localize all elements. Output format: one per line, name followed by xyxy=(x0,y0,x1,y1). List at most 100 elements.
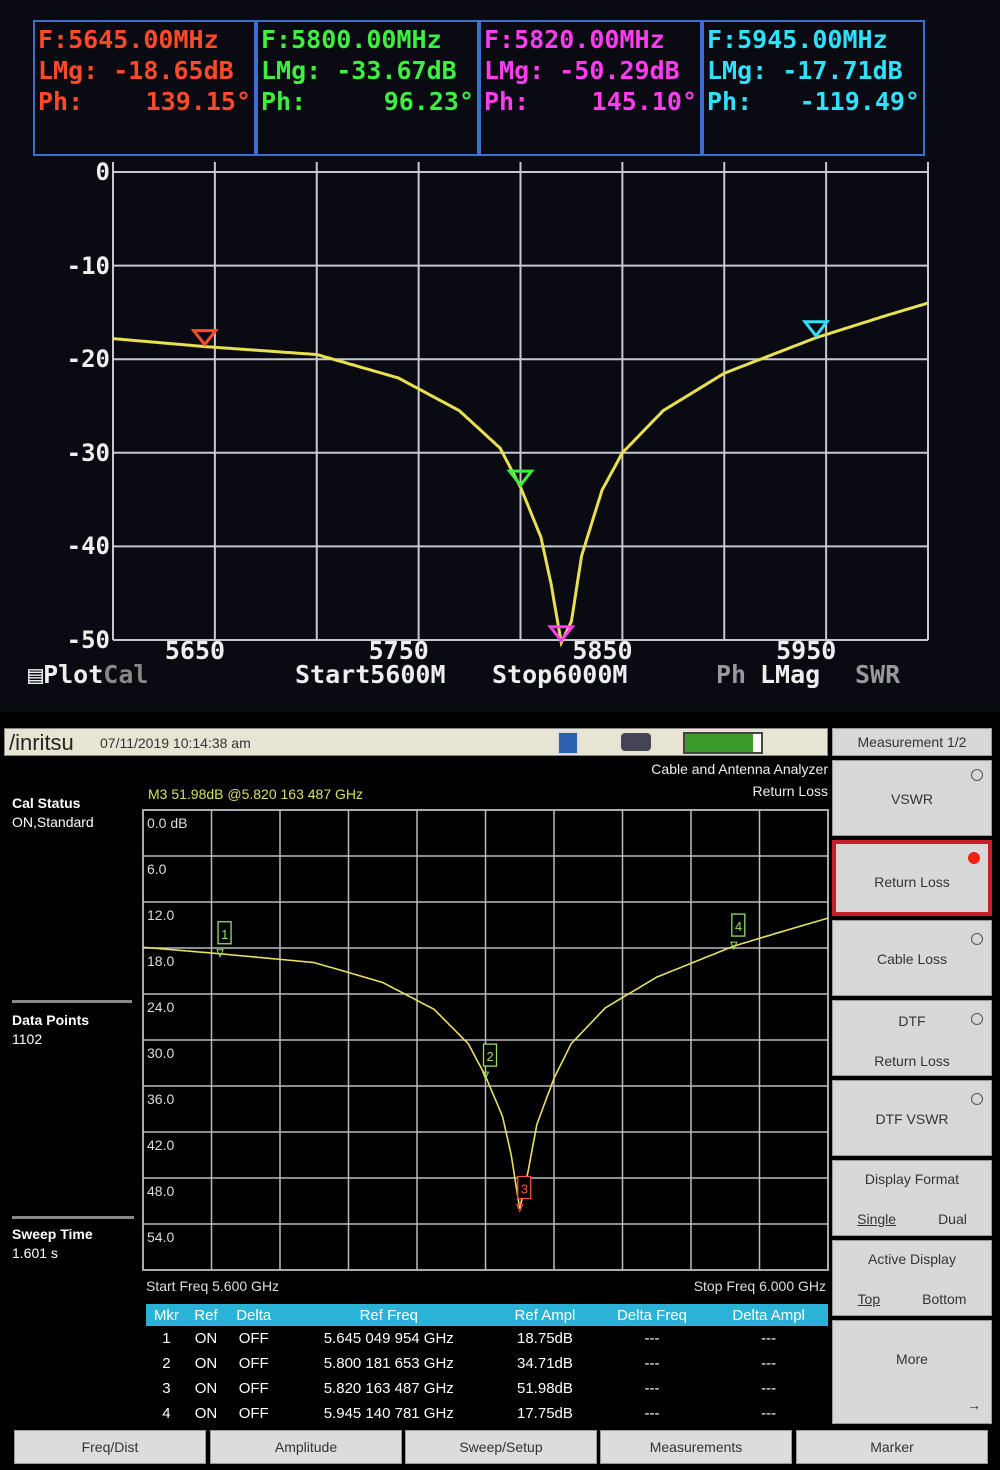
plot-menu[interactable]: ▤PlotCal xyxy=(28,660,149,689)
softkey-sweep-setup[interactable]: Sweep/Setup xyxy=(405,1430,597,1464)
softkey-measurements[interactable]: Measurements xyxy=(600,1430,792,1464)
dtf-vswr-button[interactable]: DTF VSWR xyxy=(832,1080,992,1156)
mode-label: Cable and Antenna Analyzer xyxy=(651,761,828,777)
top-option[interactable]: Top xyxy=(857,1291,881,1307)
return-loss-button[interactable]: Return Loss xyxy=(832,840,992,916)
table-cell: OFF xyxy=(238,1330,269,1347)
marker-readout-3: F:5820.00MHz LMg: -50.29dB Ph: 145.10° xyxy=(479,20,702,156)
radio-icon xyxy=(971,933,983,945)
x-tick-label: 5650 xyxy=(164,636,226,665)
marker-flag xyxy=(731,913,746,937)
table-cell: 5.800 181 653 GHz xyxy=(323,1355,454,1372)
data-points: Data Points 1102 xyxy=(12,1012,90,1047)
single-option[interactable]: Single xyxy=(857,1211,897,1227)
radio-icon xyxy=(971,1093,983,1105)
column-header: Mkr xyxy=(146,1304,187,1326)
format-ph[interactable]: Ph xyxy=(716,660,747,689)
table-cell: --- xyxy=(644,1330,660,1347)
y-tick-label: 18.0 xyxy=(147,953,174,969)
marker-icon xyxy=(730,941,738,951)
marker-flag xyxy=(517,1175,532,1200)
table-cell: 5.645 049 954 GHz xyxy=(323,1330,454,1347)
stop-freq-label: Stop Freq 6.000 GHz xyxy=(693,1278,826,1294)
start-freq-label: Start Freq 5.600 GHz xyxy=(146,1278,280,1294)
save-icon[interactable] xyxy=(557,731,579,755)
marker-table: Mkr Ref Delta Ref Freq Ref Ampl Delta Freq Del… xyxy=(146,1304,828,1426)
marker-number: 2 xyxy=(487,1049,494,1064)
softkey-amplitude[interactable]: Amplitude xyxy=(210,1430,402,1464)
table-cell: ON xyxy=(194,1380,218,1397)
marker-triangle-icon xyxy=(190,329,219,347)
table-cell: --- xyxy=(761,1355,777,1372)
marker-readout: M3 51.98dB @5.820 163 487 GHz xyxy=(148,786,364,802)
format-lmag[interactable]: LMag xyxy=(760,660,821,689)
y-tick-label: 12.0 xyxy=(147,907,174,923)
radio-icon xyxy=(971,769,983,781)
table-cell: ON xyxy=(194,1330,218,1347)
table-cell: --- xyxy=(761,1330,777,1347)
y-tick-label: -20 xyxy=(66,345,110,374)
softkey-freq-dist[interactable]: Freq/Dist xyxy=(14,1430,206,1464)
y-tick-label: -30 xyxy=(66,438,110,467)
marker-icon xyxy=(481,1071,490,1081)
table-cell: ON xyxy=(194,1355,218,1372)
trace-line xyxy=(142,917,829,1209)
marker-number: 4 xyxy=(735,919,742,934)
more-button[interactable]: More → xyxy=(832,1320,992,1424)
table-cell: --- xyxy=(761,1380,777,1397)
table-cell: --- xyxy=(644,1405,660,1422)
marker-icon xyxy=(515,1204,524,1213)
bottom-option[interactable]: Bottom xyxy=(922,1291,967,1307)
cable-loss-button[interactable]: Cable Loss xyxy=(832,920,992,996)
divider xyxy=(12,1216,134,1219)
x-tick-label: 5850 xyxy=(572,636,633,665)
camera-icon[interactable] xyxy=(621,733,651,751)
display-format-button[interactable]: Display Format Single Dual xyxy=(832,1160,992,1236)
y-tick-label: 54.0 xyxy=(147,1229,174,1245)
arrow-right-icon: → xyxy=(967,1397,981,1413)
softkey-marker[interactable]: Marker xyxy=(796,1430,988,1464)
table-row: 2 ON OFF 5.800 181 653 GHz 34.71dB --- --- xyxy=(146,1351,828,1376)
marker-flag xyxy=(482,1043,498,1067)
radio-selected-icon xyxy=(968,852,980,864)
y-tick-label: 0.0 dB xyxy=(147,815,187,831)
table-cell: --- xyxy=(644,1380,660,1397)
table-row: 3 ON OFF 5.820 163 487 GHz 51.98dB --- --- xyxy=(146,1376,828,1401)
column-header: Delta Freq xyxy=(594,1304,710,1326)
y-tick-label: -10 xyxy=(66,251,110,280)
marker-flag xyxy=(217,921,232,945)
format-swr[interactable]: SWR xyxy=(855,660,901,689)
dtf-return-loss-button[interactable]: DTF Return Loss xyxy=(832,1000,992,1076)
table-cell: --- xyxy=(761,1405,777,1422)
table-cell: 51.98dB xyxy=(517,1380,573,1397)
column-header: Delta xyxy=(225,1304,283,1326)
start-freq[interactable]: Start5600M xyxy=(295,660,446,689)
column-header: Ref xyxy=(186,1304,226,1326)
radio-icon xyxy=(971,1013,983,1025)
battery-icon xyxy=(683,732,763,754)
stop-freq[interactable]: Stop6000M xyxy=(492,660,628,689)
marker-icon xyxy=(216,949,224,959)
y-tick-label: -50 xyxy=(66,626,110,654)
table-cell: --- xyxy=(644,1355,660,1372)
menu-title: Measurement 1/2 xyxy=(832,728,992,756)
y-tick-label: 48.0 xyxy=(147,1183,174,1199)
table-cell: 1 xyxy=(162,1330,171,1347)
datetime: 07/11/2019 10:14:38 am xyxy=(100,735,251,751)
table-cell: 5.820 163 487 GHz xyxy=(323,1380,454,1397)
marker-number: 3 xyxy=(521,1182,528,1197)
x-tick-label: 5750 xyxy=(368,636,429,665)
table-cell: 2 xyxy=(162,1355,171,1372)
y-tick-label: 0 xyxy=(95,158,110,186)
dual-option[interactable]: Dual xyxy=(938,1211,967,1227)
vswr-button[interactable]: VSWR xyxy=(832,760,992,836)
table-row: 4 ON OFF 5.945 140 781 GHz 17.75dB --- --- xyxy=(146,1401,828,1426)
y-tick-label: 42.0 xyxy=(147,1137,174,1153)
sweep-time: Sweep Time 1.601 s xyxy=(12,1226,93,1261)
table-cell: 34.71dB xyxy=(517,1355,573,1372)
active-display-button[interactable]: Active Display Top Bottom xyxy=(832,1240,992,1316)
divider xyxy=(12,1000,132,1003)
measurement-label: Return Loss xyxy=(752,783,828,799)
table-cell: 18.75dB xyxy=(517,1330,573,1347)
marker-triangle-icon xyxy=(801,320,831,339)
